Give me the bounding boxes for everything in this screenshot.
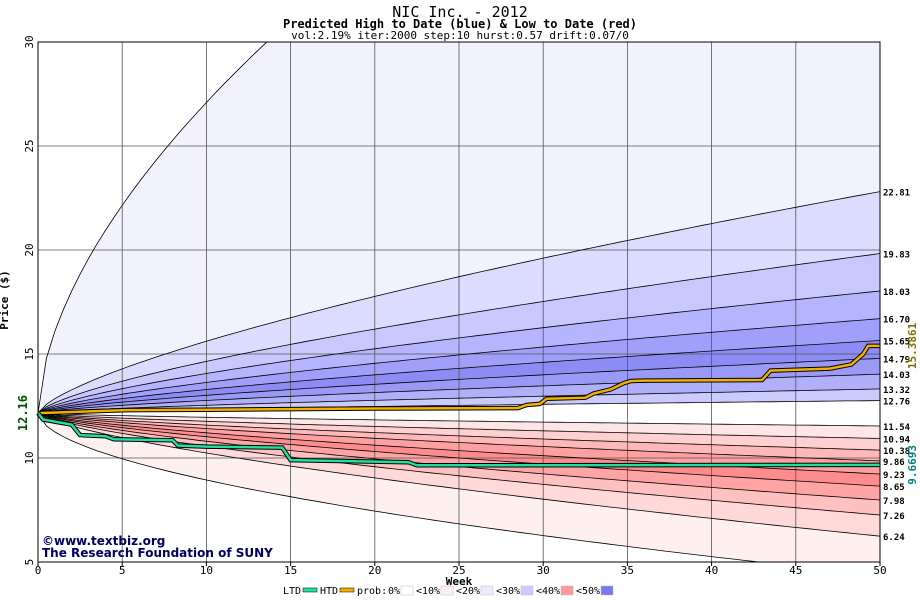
band-low-outer (38, 413, 880, 562)
contour-high-7 (38, 388, 880, 414)
contour-low-0 (38, 412, 880, 427)
end-label-12: 9.86 (883, 458, 905, 468)
end-label-1: 19.83 (883, 251, 910, 261)
x-tick-label-35: 35 (621, 564, 634, 577)
x-tick-label-10: 10 (200, 564, 213, 577)
grid-lines (38, 42, 880, 562)
end-label-9: 11.54 (883, 423, 911, 433)
end-label-17: 6.24 (883, 533, 905, 543)
band-low-outside (38, 413, 759, 562)
legend-htd-label: HTD (320, 586, 338, 597)
end-label-3: 16.70 (883, 316, 910, 326)
contour-low-1 (38, 412, 880, 439)
band-low-7 (38, 413, 880, 537)
contour-low-7 (38, 412, 880, 516)
legend-prob-swatch-4 (560, 585, 574, 596)
end-label-0: 22.81 (883, 189, 910, 199)
start-price-label: 12.16 (16, 395, 30, 431)
end-label-6: 14.03 (883, 371, 910, 381)
end-label-10: 10.94 (883, 435, 911, 445)
end-label-15: 7.98 (883, 497, 905, 507)
chart-subtitle: Predicted High to Date (blue) & Low to D… (282, 17, 637, 31)
chart-title: NIC Inc. - 2012 (392, 3, 528, 21)
end-label-8: 12.76 (883, 398, 910, 408)
x-tick-label-40: 40 (705, 564, 718, 577)
legend: LTD HTD prob: 0% <10% <20% <30% <40% <50% (283, 585, 614, 597)
end-label-7: 13.32 (883, 386, 910, 396)
contour-low-8 (38, 412, 880, 537)
end-label-5: 14.79 (883, 355, 910, 365)
contour-low-3 (38, 412, 880, 462)
legend-prob-swatch-0 (400, 585, 414, 596)
legend-prob-swatch-3 (520, 585, 534, 596)
x-tick-label-20: 20 (368, 564, 381, 577)
x-tick-label-15: 15 (284, 564, 297, 577)
y-tick-label-20: 20 (23, 243, 36, 256)
x-tick-label-0: 0 (35, 564, 42, 577)
x-tick-label-45: 45 (789, 564, 802, 577)
x-axis-label: Week (446, 575, 473, 588)
x-tick-label-30: 30 (537, 564, 550, 577)
legend-ltd-label: LTD (283, 586, 301, 597)
y-tick-label-10: 10 (23, 451, 36, 464)
series-line-ltd (37, 412, 881, 467)
band-low-4 (38, 413, 880, 487)
series-lines (36, 343, 881, 468)
x-tick-label-50: 50 (873, 564, 886, 577)
watermark-url: ©www.textbiz.org (42, 534, 165, 548)
contour-high-2 (38, 290, 880, 414)
series-line-htd (37, 344, 880, 415)
legend-prob-swatch-2 (480, 585, 494, 596)
end-label-4: 15.65 (883, 337, 910, 347)
legend-htd-swatch (339, 587, 355, 593)
y-axis-label: Price ($) (0, 270, 11, 330)
legend-prob-item-0: 0% (388, 586, 400, 597)
y-tick-label-5: 5 (23, 559, 36, 566)
contour-high-5 (38, 358, 880, 414)
legend-ltd-swatch (302, 587, 318, 593)
y-tick-label-30: 30 (23, 35, 36, 48)
legend-prob-item-4: <40% (536, 586, 560, 597)
end-label-11: 10.38 (883, 447, 910, 457)
band-high-outside (38, 42, 267, 414)
legend-prob-swatch-5 (600, 585, 614, 596)
contour-high-3 (38, 318, 880, 414)
legend-prob-swatch-1 (440, 585, 454, 596)
contour-low-2 (38, 412, 880, 451)
ltd-end-label: 9.6693 (906, 445, 919, 485)
contour-high-1 (38, 253, 880, 414)
x-tick-label-25: 25 (452, 564, 465, 577)
contour-high-4 (38, 340, 880, 414)
band-low-6 (38, 413, 880, 515)
y-tick-label-25: 25 (23, 139, 36, 152)
end-label-13: 9.23 (883, 471, 905, 481)
y-tick-label-15: 15 (23, 347, 36, 360)
contour-low-outer (38, 412, 763, 562)
contour-high-0 (38, 191, 880, 414)
watermark-org: The Research Foundation of SUNY (42, 546, 273, 560)
legend-prob-item-2: <20% (456, 586, 480, 597)
end-value-labels: 22.81 19.83 18.03 16.70 15.65 14.79 14.03 13.32… (883, 189, 919, 544)
legend-prob-item-3: <30% (496, 586, 520, 597)
htd-end-label: 15.3861 (906, 322, 919, 369)
contour-high-outer (38, 42, 268, 414)
legend-prob-label: prob: (357, 586, 387, 597)
end-label-14: 8.65 (883, 483, 905, 493)
contour-low-5 (38, 412, 880, 487)
end-label-2: 18.03 (883, 288, 910, 298)
end-label-16: 7.26 (883, 512, 905, 522)
legend-prob-item-1: <10% (416, 586, 440, 597)
legend-prob-item-5: <50% (576, 586, 600, 597)
x-tick-label-5: 5 (119, 564, 126, 577)
chart-parameters: vol:2.19% iter:2000 step:10 hurst:0.57 d… (291, 29, 629, 42)
band-low-5 (38, 413, 880, 500)
